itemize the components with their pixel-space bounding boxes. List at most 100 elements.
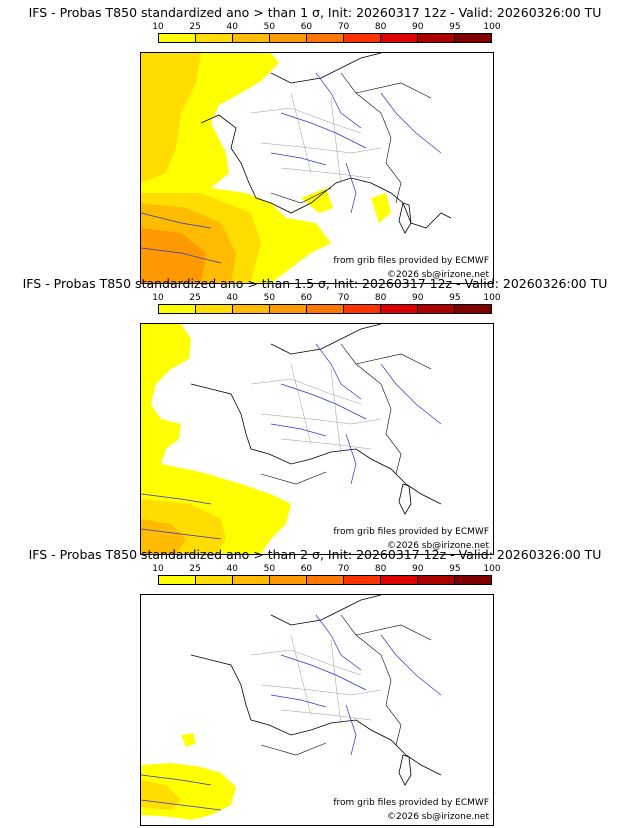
colorbar-swatch xyxy=(233,34,270,42)
colorbar-swatch xyxy=(344,576,381,584)
colorbar-tick-label: 10 xyxy=(152,22,164,32)
colorbar-tick-label: 25 xyxy=(189,564,201,574)
colorbar-swatch xyxy=(381,34,418,42)
credit-copyright: ©2026 sb@irizone.net xyxy=(387,812,489,822)
country-borders xyxy=(260,614,432,756)
colorbar-swatch xyxy=(344,305,381,313)
rivers xyxy=(141,343,442,540)
colorbar-tick-label: 80 xyxy=(374,564,387,574)
prob-area-orange xyxy=(141,228,206,283)
coastline xyxy=(200,53,452,229)
credit-source: from grib files provided by ECMWF xyxy=(333,256,489,266)
colorbar-labels: 10 25 40 50 60 70 80 90 95 100 xyxy=(0,564,630,574)
map-svg xyxy=(141,595,442,820)
map-svg xyxy=(141,53,452,283)
corsica xyxy=(398,202,412,234)
colorbar-tick-label: 95 xyxy=(449,293,461,303)
colorbar-swatch xyxy=(455,305,491,313)
colorbar-swatch xyxy=(270,34,307,42)
colorbar xyxy=(158,33,492,43)
regional-borders xyxy=(250,363,382,455)
rivers xyxy=(141,72,442,264)
colorbar-swatch xyxy=(307,576,344,584)
colorbar-tick-label: 80 xyxy=(374,22,387,32)
colorbar-swatch xyxy=(233,576,270,584)
prob-area-yellow-small xyxy=(181,733,196,747)
colorbar-swatch xyxy=(418,305,455,313)
probability-map: from grib files provided by ECMWF ©2026 … xyxy=(140,594,494,826)
probability-map: from grib files provided by ECMWF ©2026 … xyxy=(140,52,494,284)
colorbar-tick-label: 70 xyxy=(337,293,350,303)
colorbar-swatch xyxy=(159,576,196,584)
colorbar-tick-label: 100 xyxy=(483,564,501,574)
coastline xyxy=(190,595,442,776)
colorbar-swatch xyxy=(233,305,270,313)
colorbar-swatch xyxy=(307,305,344,313)
colorbar-tick-label: 90 xyxy=(412,22,424,32)
map-svg xyxy=(141,324,442,554)
regional-borders xyxy=(250,634,382,726)
colorbar-tick-label: 60 xyxy=(300,564,313,574)
colorbar-swatch xyxy=(344,34,381,42)
colorbar-tick-label: 100 xyxy=(483,293,501,303)
colorbar-tick-label: 25 xyxy=(189,293,201,303)
prob-area-yellow-2 xyxy=(301,188,391,223)
colorbar-swatch xyxy=(196,305,233,313)
prob-area-gold xyxy=(141,780,181,810)
colorbar-swatch xyxy=(381,576,418,584)
colorbar-tick-label: 100 xyxy=(483,22,501,32)
colorbar-tick-label: 50 xyxy=(263,22,276,32)
colorbar-tick-label: 50 xyxy=(263,293,276,303)
colorbar-swatch xyxy=(307,34,344,42)
credit-copyright: ©2026 sb@irizone.net xyxy=(387,270,489,280)
colorbar-tick-label: 40 xyxy=(226,564,238,574)
map-panel-3: IFS - Probas T850 standardized ano > tha… xyxy=(0,547,630,826)
colorbar-swatch xyxy=(196,34,233,42)
colorbar-tick-label: 60 xyxy=(300,293,313,303)
colorbar-swatch xyxy=(418,34,455,42)
colorbar-tick-label: 95 xyxy=(449,564,461,574)
country-borders xyxy=(260,343,432,485)
map-panel-2: IFS - Probas T850 standardized ano > tha… xyxy=(0,276,630,555)
colorbar xyxy=(158,304,492,314)
colorbar-tick-label: 25 xyxy=(189,22,201,32)
prob-area-yellow xyxy=(141,324,291,554)
colorbar-tick-label: 40 xyxy=(226,22,238,32)
colorbar-swatch xyxy=(381,305,418,313)
colorbar-tick-label: 60 xyxy=(300,22,313,32)
colorbar-swatch xyxy=(159,305,196,313)
colorbar-swatch xyxy=(418,576,455,584)
credit-source: from grib files provided by ECMWF xyxy=(333,527,489,537)
map-panel-1: IFS - Probas T850 standardized ano > tha… xyxy=(0,5,630,284)
colorbar-swatch xyxy=(455,34,491,42)
colorbar-swatch xyxy=(455,576,491,584)
panel-title: IFS - Probas T850 standardized ano > tha… xyxy=(28,547,602,562)
colorbar-tick-label: 10 xyxy=(152,564,164,574)
panel-title: IFS - Probas T850 standardized ano > tha… xyxy=(28,5,602,20)
panel-title: IFS - Probas T850 standardized ano > tha… xyxy=(22,276,608,291)
colorbar-tick-label: 80 xyxy=(374,293,387,303)
coastline xyxy=(190,324,442,505)
colorbar-tick-label: 40 xyxy=(226,293,238,303)
probability-map: from grib files provided by ECMWF ©2026 … xyxy=(140,323,494,555)
colorbar-swatch xyxy=(159,34,196,42)
regional-borders xyxy=(250,92,382,184)
colorbar-tick-label: 10 xyxy=(152,293,164,303)
colorbar-tick-label: 70 xyxy=(337,564,350,574)
colorbar-tick-label: 90 xyxy=(412,293,424,303)
colorbar-tick-label: 90 xyxy=(412,564,424,574)
corsica xyxy=(398,754,412,786)
country-borders xyxy=(270,72,432,204)
corsica xyxy=(398,483,412,515)
colorbar-tick-label: 95 xyxy=(449,22,461,32)
colorbar-tick-label: 70 xyxy=(337,22,350,32)
rivers xyxy=(141,614,442,811)
colorbar-tick-label: 50 xyxy=(263,564,276,574)
colorbar-labels: 10 25 40 50 60 70 80 90 95 100 xyxy=(0,293,630,303)
credit-source: from grib files provided by ECMWF xyxy=(333,798,489,808)
colorbar xyxy=(158,575,492,585)
prob-area-orange-light xyxy=(141,519,186,554)
colorbar-swatch xyxy=(270,305,307,313)
colorbar-swatch xyxy=(196,576,233,584)
colorbar-swatch xyxy=(270,576,307,584)
